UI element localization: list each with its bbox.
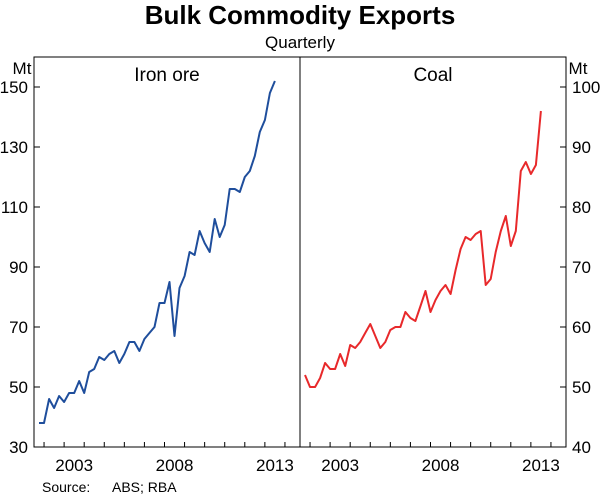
y-tick-label-coal: 70 [572, 258, 591, 277]
x-tick-label-iron-ore: 2008 [156, 456, 194, 475]
panel-label-coal: Coal [413, 65, 452, 86]
y-tick-label-iron-ore: 50 [9, 378, 28, 397]
chart-subtitle: Quarterly [265, 33, 335, 52]
y-tick-label-coal: 60 [572, 318, 591, 337]
y-tick-label-iron-ore: 30 [9, 438, 28, 457]
y-tick-label-coal: 50 [572, 378, 591, 397]
y-tick-label-coal: 80 [572, 198, 591, 217]
y-tick-label-iron-ore: 110 [1, 198, 28, 217]
source-text: ABS; RBA [112, 479, 177, 495]
x-tick-label-iron-ore: 2013 [256, 456, 294, 475]
y-tick-label-coal: 90 [572, 138, 591, 157]
series-line-iron-ore [39, 80, 276, 424]
y-tick-label-iron-ore: 130 [0, 138, 28, 157]
y-tick-label-iron-ore: 90 [9, 258, 28, 277]
left-axis-unit: Mt [13, 59, 32, 78]
chart-title: Bulk Commodity Exports [145, 0, 456, 30]
y-tick-label-coal: 40 [572, 438, 591, 457]
y-tick-label-coal: 100 [572, 78, 600, 97]
y-tick-label-iron-ore: 150 [0, 78, 28, 97]
x-tick-label-iron-ore: 2003 [55, 456, 93, 475]
x-tick-label-coal: 2013 [522, 456, 560, 475]
x-tick-label-coal: 2003 [321, 456, 359, 475]
panel-label-iron-ore: Iron ore [134, 65, 199, 86]
series-line-coal [304, 110, 542, 388]
x-tick-label-coal: 2008 [422, 456, 460, 475]
chart-marks: 30 50 70 90 110 130 150 2003 2008 2013 40 50 60 70 80 9… [0, 78, 600, 475]
right-axis-unit: Mt [569, 59, 588, 78]
source-label: Source: [42, 479, 90, 495]
y-tick-label-iron-ore: 70 [9, 318, 28, 337]
